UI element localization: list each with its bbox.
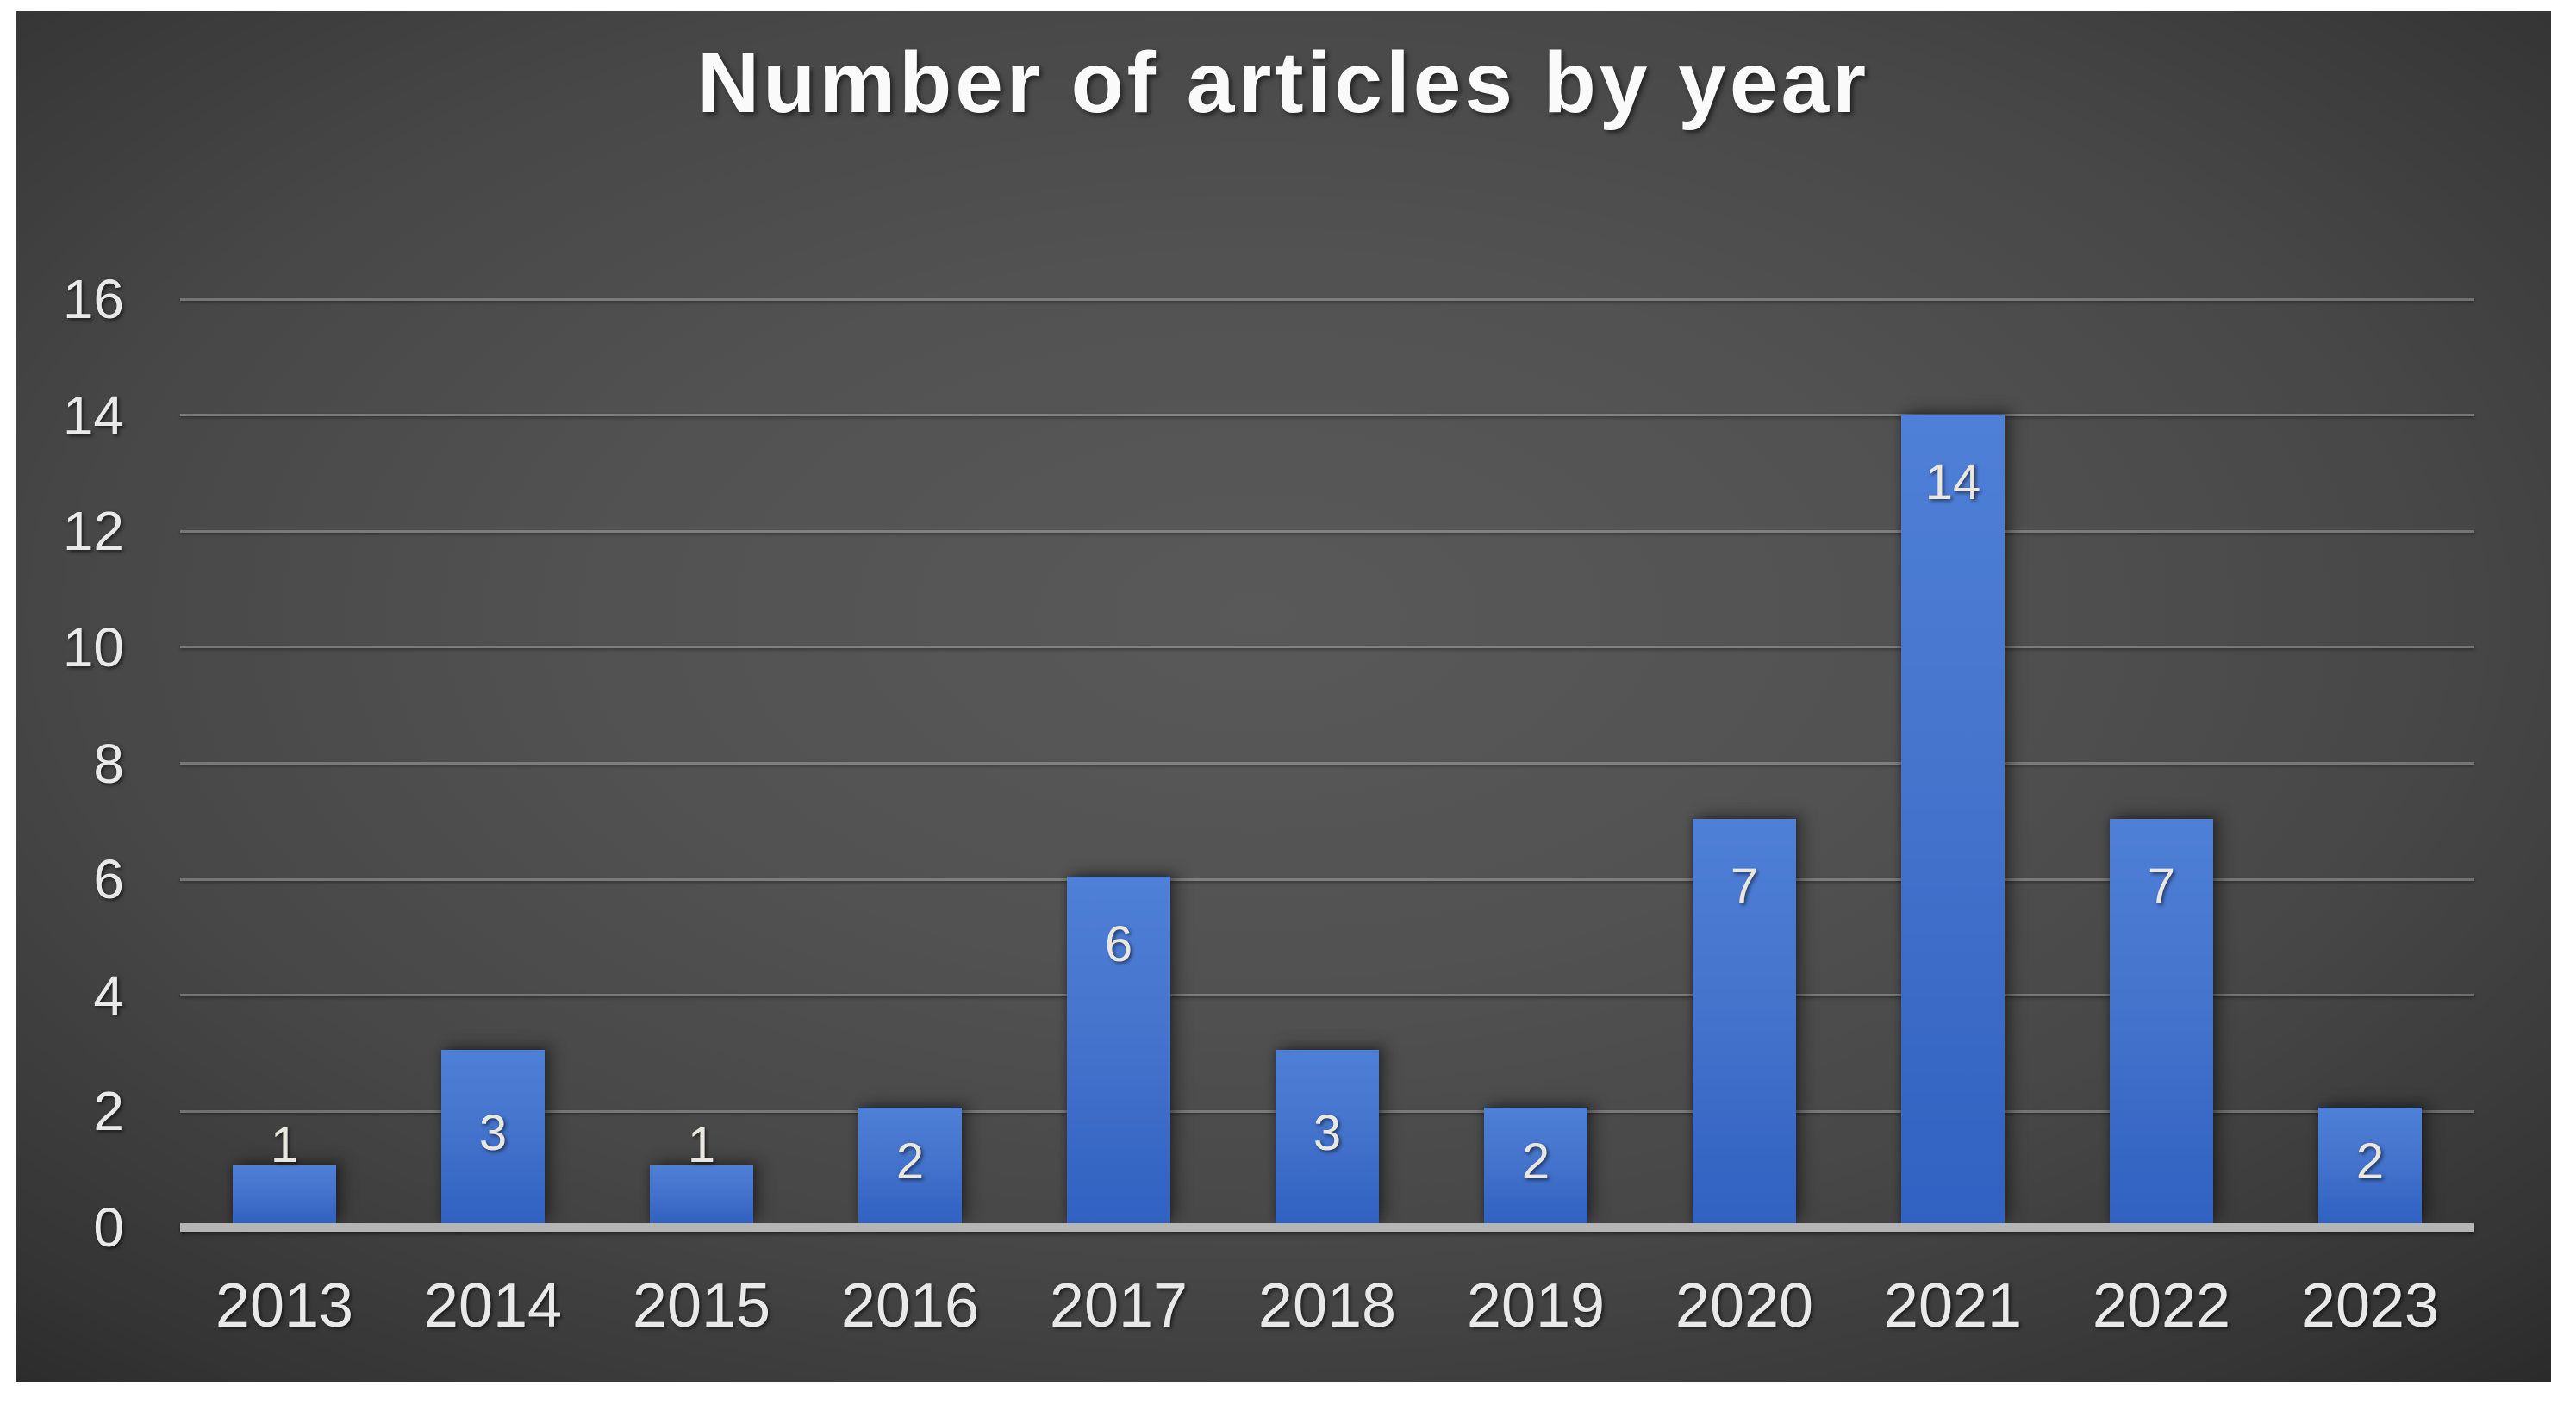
y-axis-tick-label: 12 xyxy=(62,500,124,563)
chart-title: Number of articles by year xyxy=(696,34,1870,131)
bar-value-label-2019: 2 xyxy=(1521,1133,1550,1190)
bar-value-label-2014: 3 xyxy=(478,1104,508,1161)
bar-value-label-2018: 3 xyxy=(1313,1104,1342,1161)
bar-slot-2023: 2 xyxy=(2266,299,2474,1227)
gridline-y-10 xyxy=(180,646,2474,649)
bar-slot-2013: 1 xyxy=(180,299,389,1227)
gridline-y-16 xyxy=(180,297,2474,301)
bar-slot-2020: 7 xyxy=(1640,299,1849,1227)
bar-value-label-2020: 7 xyxy=(1730,859,1759,915)
bar-value-label-2023: 2 xyxy=(2355,1133,2385,1190)
y-axis-tick-label: 4 xyxy=(93,964,124,1027)
y-axis-tick-label: 16 xyxy=(62,268,124,330)
bar-slot-2017: 6 xyxy=(1014,299,1223,1227)
bar-slot-2014: 3 xyxy=(389,299,597,1227)
y-axis-tick-label: 0 xyxy=(93,1196,124,1258)
plot-area: 1 3 1 2 6 3 2 7 14 7 2 xyxy=(180,297,2474,1232)
bar-2022 xyxy=(2110,819,2213,1223)
bar-2021 xyxy=(1901,415,2005,1223)
x-axis-category-label-2014: 2014 xyxy=(423,1271,563,1340)
x-axis-category-label-2019: 2019 xyxy=(1466,1271,1606,1340)
y-axis-tick-label: 2 xyxy=(93,1080,124,1143)
bar-2023 xyxy=(2318,1108,2422,1223)
x-axis-category-label-2015: 2015 xyxy=(632,1271,771,1340)
bar-value-label-2021: 14 xyxy=(1924,454,1981,510)
x-axis-category-label-2020: 2020 xyxy=(1675,1271,1814,1340)
bar-2017 xyxy=(1067,877,1170,1223)
bar-2013 xyxy=(233,1165,336,1223)
x-axis-category-labels: 2013 2014 2015 2016 2017 2018 2019 2020 2021 2022… xyxy=(180,1271,2474,1349)
bar-slot-2019: 2 xyxy=(1431,299,1640,1227)
bar-slot-2021: 14 xyxy=(1849,299,2057,1227)
x-axis-category-label-2022: 2022 xyxy=(2092,1271,2231,1340)
bar-slot-2016: 2 xyxy=(806,299,1014,1227)
gridline-y-8 xyxy=(180,762,2474,765)
bar-2018 xyxy=(1276,1050,1379,1223)
x-axis-category-label-2016: 2016 xyxy=(840,1271,980,1340)
bar-slot-2015: 1 xyxy=(597,299,806,1227)
y-axis-tick-label: 10 xyxy=(62,615,124,678)
x-axis-line xyxy=(180,1223,2474,1232)
bar-2015 xyxy=(650,1165,753,1223)
x-axis-category-label-2023: 2023 xyxy=(2300,1271,2440,1340)
chart-panel: Number of articles by year 1 3 1 2 6 3 2 7 14 7 2 … xyxy=(16,11,2551,1382)
gridline-y-12 xyxy=(180,529,2474,533)
bar-value-label-2017: 6 xyxy=(1104,916,1133,972)
x-axis-category-label-2013: 2013 xyxy=(215,1271,354,1340)
x-axis-category-label-2021: 2021 xyxy=(1883,1271,2023,1340)
bar-value-label-2022: 7 xyxy=(2147,859,2176,915)
y-axis-tick-label: 14 xyxy=(62,384,124,446)
bar-value-label-2015: 1 xyxy=(687,1117,716,1173)
bar-slot-2018: 3 xyxy=(1223,299,1431,1227)
bar-slot-2022: 7 xyxy=(2057,299,2266,1227)
y-axis-tick-label: 6 xyxy=(93,848,124,911)
x-axis-category-label-2018: 2018 xyxy=(1257,1271,1397,1340)
y-axis-tick-labels: 0 2 4 6 8 10 12 14 16 xyxy=(16,269,153,1258)
x-axis-category-label-2017: 2017 xyxy=(1049,1271,1188,1340)
bar-2019 xyxy=(1484,1108,1587,1223)
gridline-y-6 xyxy=(180,877,2474,881)
bar-2016 xyxy=(858,1108,962,1223)
bar-2014 xyxy=(441,1050,545,1223)
gridline-y-4 xyxy=(180,994,2474,997)
gridline-y-14 xyxy=(180,414,2474,417)
y-axis-tick-label: 8 xyxy=(93,732,124,795)
bar-value-label-2013: 1 xyxy=(270,1117,299,1173)
bar-2020 xyxy=(1693,819,1796,1223)
bar-value-label-2016: 2 xyxy=(895,1133,925,1190)
